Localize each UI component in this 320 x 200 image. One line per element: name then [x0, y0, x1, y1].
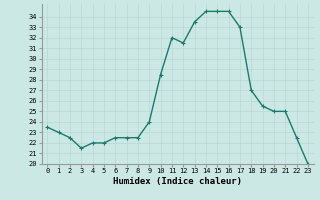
X-axis label: Humidex (Indice chaleur): Humidex (Indice chaleur) — [113, 177, 242, 186]
